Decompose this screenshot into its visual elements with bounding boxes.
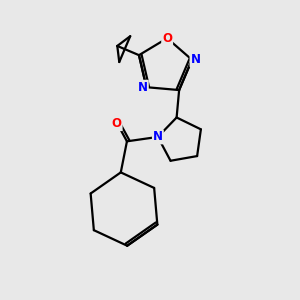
Text: N: N (190, 53, 200, 66)
Text: N: N (138, 81, 148, 94)
Text: O: O (112, 117, 122, 130)
Text: N: N (153, 130, 163, 143)
Text: O: O (162, 32, 172, 45)
